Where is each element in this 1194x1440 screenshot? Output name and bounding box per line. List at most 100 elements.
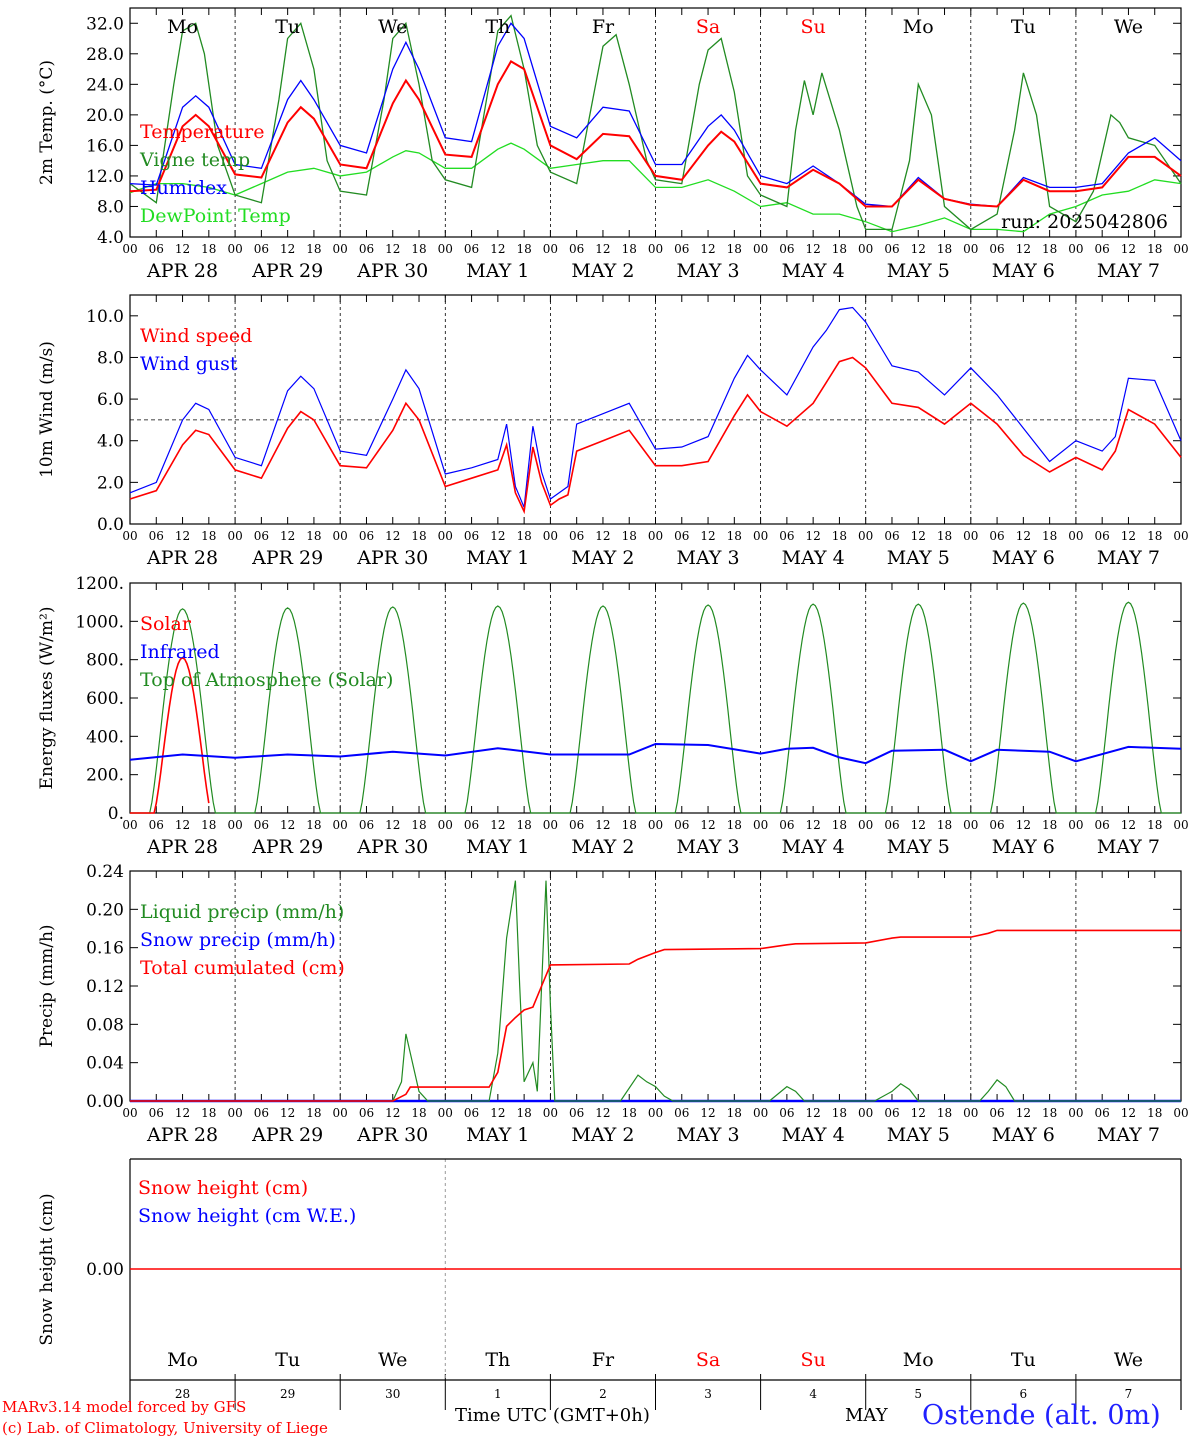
hour-tick-label: 06 xyxy=(464,242,479,256)
day-label: APR 28 xyxy=(146,260,218,282)
hour-tick-label: 18 xyxy=(622,818,637,832)
hour-tick-label: 06 xyxy=(149,529,164,543)
y-tick-label: 20.0 xyxy=(86,106,124,126)
day-label: MAY 3 xyxy=(677,1124,740,1146)
hour-tick-label: 12 xyxy=(490,242,505,256)
hour-tick-label: 12 xyxy=(806,529,821,543)
hour-tick-label: 18 xyxy=(727,529,742,543)
hour-tick-label: 00 xyxy=(543,242,558,256)
hour-tick-label: 18 xyxy=(1147,529,1162,543)
day-number-label: 30 xyxy=(385,1387,400,1401)
hour-tick-label: 00 xyxy=(963,242,978,256)
day-label: APR 30 xyxy=(356,1124,428,1146)
hour-tick-label: 12 xyxy=(911,242,926,256)
day-label: MAY 2 xyxy=(571,547,634,569)
day-label: MAY 7 xyxy=(1097,260,1160,282)
legend-snow-1: Snow height (cm W.E.) xyxy=(138,1205,356,1227)
hour-tick-label: 00 xyxy=(122,1106,137,1120)
hour-tick-label: 18 xyxy=(622,529,637,543)
hour-tick-label: 12 xyxy=(490,1106,505,1120)
hour-tick-label: 18 xyxy=(832,242,847,256)
hour-tick-label: 06 xyxy=(779,1106,794,1120)
weekday-label-bottom: We xyxy=(378,1349,407,1371)
hour-tick-label: 06 xyxy=(464,818,479,832)
y-tick-label: 0.00 xyxy=(86,1260,124,1280)
hour-tick-label: 00 xyxy=(858,1106,873,1120)
y-tick-label: 0.0 xyxy=(97,515,124,535)
y-tick-label: 6.0 xyxy=(97,390,124,410)
y-tick-label: 400. xyxy=(86,727,124,747)
hour-tick-label: 00 xyxy=(963,529,978,543)
hour-tick-label: 18 xyxy=(1147,242,1162,256)
day-label: MAY 2 xyxy=(571,260,634,282)
weekday-label-bottom: Tu xyxy=(1011,1349,1036,1371)
hour-tick-label: 18 xyxy=(411,1106,426,1120)
weekday-label: Fr xyxy=(592,16,615,38)
y-tick-label: 2.0 xyxy=(97,473,124,493)
station-name: Ostende (alt. 0m) xyxy=(922,1400,1161,1431)
legend-liquid-precip-mm-h-: Liquid precip (mm/h) xyxy=(140,901,344,923)
day-label: APR 29 xyxy=(251,836,323,858)
hour-tick-label: 18 xyxy=(516,1106,531,1120)
hour-tick-label: 00 xyxy=(438,529,453,543)
hour-tick-label: 18 xyxy=(727,1106,742,1120)
weekday-label: We xyxy=(378,16,407,38)
day-number-label: 1 xyxy=(494,1387,502,1401)
day-label: MAY 4 xyxy=(782,547,845,569)
hour-tick-label: 06 xyxy=(1095,818,1110,832)
hour-tick-label: 12 xyxy=(175,1106,190,1120)
hour-tick-label: 06 xyxy=(464,1106,479,1120)
hour-tick-label: 00 xyxy=(438,818,453,832)
day-label: MAY 4 xyxy=(782,836,845,858)
day-number-label: 6 xyxy=(1020,1387,1028,1401)
hour-tick-label: 00 xyxy=(333,529,348,543)
hour-tick-label: 06 xyxy=(254,1106,269,1120)
hour-tick-label: 18 xyxy=(727,818,742,832)
credit-line-1: MARv3.14 model forced by GFS xyxy=(2,1398,247,1416)
hour-tick-label: 00 xyxy=(122,242,137,256)
day-label: MAY 3 xyxy=(677,260,740,282)
hour-tick-label: 06 xyxy=(989,1106,1004,1120)
hour-tick-label: 18 xyxy=(411,529,426,543)
weekday-label-bottom: Th xyxy=(485,1349,510,1371)
hour-tick-label: 12 xyxy=(700,242,715,256)
hour-tick-label: 18 xyxy=(622,242,637,256)
day-label: MAY 2 xyxy=(571,836,634,858)
day-label: MAY 1 xyxy=(466,1124,529,1146)
month-label: MAY xyxy=(845,1405,888,1426)
hour-tick-label: 06 xyxy=(674,242,689,256)
hour-tick-label: 18 xyxy=(937,242,952,256)
day-label: APR 30 xyxy=(356,260,428,282)
y-axis-label-4: Snow height (cm) xyxy=(37,1193,57,1345)
hour-tick-label: 06 xyxy=(149,1106,164,1120)
series-top-of-atmosphere xyxy=(130,601,1181,814)
hour-tick-label: 00 xyxy=(227,818,242,832)
weekday-label-bottom: Fr xyxy=(592,1349,615,1371)
hour-tick-label: 12 xyxy=(911,818,926,832)
legend-snow-precip-mm-h-: Snow precip (mm/h) xyxy=(140,929,336,951)
weekday-label-bottom: We xyxy=(1114,1349,1143,1371)
hour-tick-label: 00 xyxy=(227,1106,242,1120)
y-tick-label: 0.04 xyxy=(86,1054,124,1074)
weekday-label: Mo xyxy=(903,16,934,38)
hour-tick-label: 18 xyxy=(411,818,426,832)
day-label: APR 29 xyxy=(251,260,323,282)
hour-tick-label: 06 xyxy=(674,529,689,543)
hour-tick-label: 06 xyxy=(359,529,374,543)
day-label: MAY 6 xyxy=(992,836,1055,858)
day-number-label: 29 xyxy=(280,1387,295,1401)
series-liquid-precip xyxy=(130,880,1181,1102)
hour-tick-label: 12 xyxy=(1121,818,1136,832)
hour-tick-label: 18 xyxy=(516,818,531,832)
run-label: run: 2025042806 xyxy=(1001,211,1168,233)
hour-tick-label: 06 xyxy=(359,818,374,832)
y-tick-label: 4.0 xyxy=(97,432,124,452)
day-number-label: 5 xyxy=(914,1387,922,1401)
hour-tick-label: 06 xyxy=(779,529,794,543)
hour-tick-label: 06 xyxy=(464,529,479,543)
hour-tick-label: 06 xyxy=(884,242,899,256)
hour-tick-label: 12 xyxy=(911,529,926,543)
hour-tick-label: 12 xyxy=(175,242,190,256)
y-tick-label: 0.08 xyxy=(86,1015,124,1035)
